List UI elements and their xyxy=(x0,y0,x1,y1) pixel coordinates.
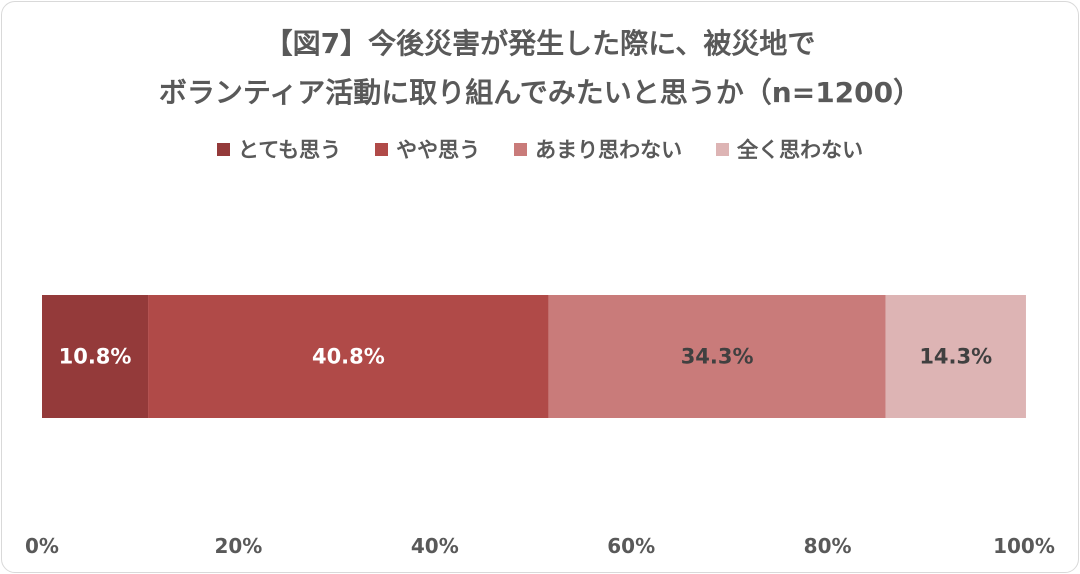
legend-item-strongly-agree: とても思う xyxy=(216,134,342,164)
data-label-2: 40.8% xyxy=(312,345,385,369)
legend-label: 全く思わない xyxy=(737,138,864,162)
chart-title-line1: 【図7】今後災害が発生した際に、被災地で xyxy=(264,27,816,60)
x-tick-label: 0% xyxy=(25,534,59,558)
bar-segment-4 xyxy=(885,295,1026,418)
legend-label: あまり思わない xyxy=(535,138,683,162)
x-tick-label: 60% xyxy=(607,534,655,558)
legend: とても思う やや思う あまり思わない 全く思わない xyxy=(0,134,1080,164)
legend-swatch xyxy=(375,142,389,156)
x-tick-label: 80% xyxy=(804,534,852,558)
legend-item-strongly-disagree: 全く思わない xyxy=(716,134,863,164)
legend-swatch xyxy=(514,142,528,156)
legend-item-somewhat-agree: やや思う xyxy=(375,134,480,164)
legend-label: やや思う xyxy=(396,138,481,162)
chart-title-line2: ボランティア活動に取り組んでみたいと思うか（n=1200） xyxy=(158,76,922,109)
legend-swatch xyxy=(216,142,230,156)
data-label-3: 34.3% xyxy=(681,345,754,369)
data-label-4: 14.3% xyxy=(919,345,992,369)
bar-segment-3 xyxy=(548,295,886,418)
bar-segment-1 xyxy=(42,295,149,418)
x-tick-label: 20% xyxy=(214,534,262,558)
legend-swatch xyxy=(716,142,730,156)
legend-item-somewhat-disagree: あまり思わない xyxy=(514,134,682,164)
x-tick-label: 40% xyxy=(411,534,459,558)
legend-label: とても思う xyxy=(237,138,342,162)
x-tick-label: 100% xyxy=(993,534,1055,558)
data-label-1: 10.8% xyxy=(59,345,132,369)
bar-segment-2 xyxy=(148,295,549,418)
